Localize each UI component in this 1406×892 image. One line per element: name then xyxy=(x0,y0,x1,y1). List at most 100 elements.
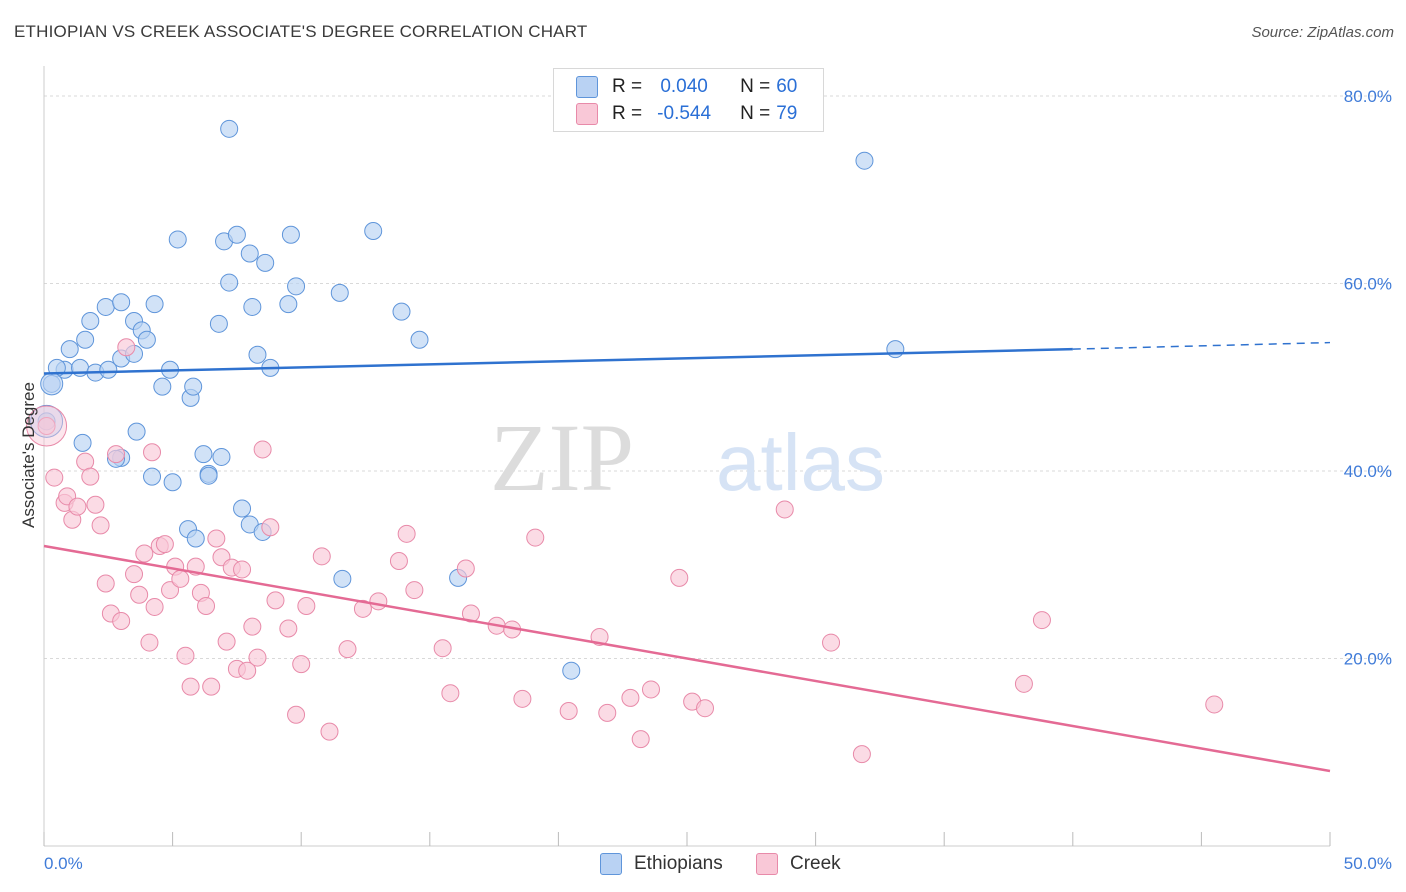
ethiopians-point xyxy=(81,312,100,330)
creek-point xyxy=(248,648,267,667)
trend-lines xyxy=(43,341,1331,773)
correlation-legend: R = 0.040 N = 60 R = -0.544 N = 79 xyxy=(553,68,824,132)
creek-point xyxy=(1032,611,1051,630)
creek-point xyxy=(338,640,357,659)
watermark-zip: ZIP xyxy=(490,404,634,511)
creek-point xyxy=(598,703,617,722)
ethiopians-point xyxy=(194,445,213,464)
ethiopians-point xyxy=(199,466,218,485)
creek-point xyxy=(233,560,252,579)
legend-n-label: N = xyxy=(740,76,771,97)
creek-point xyxy=(161,581,180,600)
creek-point xyxy=(253,440,272,459)
creek-point xyxy=(266,591,285,610)
ethiopians-point xyxy=(143,467,162,486)
ethiopians-point xyxy=(248,345,267,364)
creek-point xyxy=(526,528,545,547)
ethiopians-point xyxy=(243,297,262,316)
ethiopians-point xyxy=(73,433,92,452)
ethiopians-point xyxy=(153,377,172,396)
ethiopians-point xyxy=(76,330,95,349)
creek-point xyxy=(279,619,298,638)
creek-trend-line xyxy=(43,544,1331,773)
y-axis-label: Associate's Degree xyxy=(19,382,38,528)
ethiopians-point xyxy=(287,277,306,296)
creek-point xyxy=(1205,695,1224,714)
ethiopians-point xyxy=(410,330,429,349)
creek-point xyxy=(641,680,660,699)
axes xyxy=(43,66,1331,847)
legend-n-value: 79 xyxy=(776,103,798,124)
creek-point xyxy=(397,524,416,543)
series-ethiopians-points xyxy=(30,119,905,680)
ethiopians-point xyxy=(330,283,349,302)
series-creek-points xyxy=(26,338,1224,764)
creek-point xyxy=(68,497,87,516)
creek-point xyxy=(171,569,190,588)
ethiopians-point xyxy=(209,314,228,333)
y-tick-label: 40.0% xyxy=(1344,462,1392,481)
creek-point xyxy=(456,559,475,578)
ethiopians-point xyxy=(855,151,874,170)
tick-labels: 20.0% 40.0% 60.0% 80.0% 0.0% 50.0% xyxy=(44,87,1392,873)
legend-r-label: R = xyxy=(612,103,643,124)
creek-point xyxy=(441,684,460,703)
creek-point xyxy=(207,529,226,548)
ethiopians-point xyxy=(364,222,383,240)
creek-point xyxy=(822,633,841,652)
ethiopians-point xyxy=(256,253,275,272)
creek-point xyxy=(197,597,216,615)
ethiopians-point xyxy=(240,244,259,263)
ethiopians-trend-line xyxy=(43,347,1073,375)
legend-swatch-ethiopians xyxy=(576,76,598,98)
ethiopians-point xyxy=(227,225,246,244)
ethiopians-point xyxy=(112,293,131,312)
watermark-atlas: atlas xyxy=(716,418,885,507)
creek-point xyxy=(852,745,871,764)
creek-point xyxy=(176,646,195,665)
creek-point xyxy=(297,597,316,615)
creek-point xyxy=(107,445,126,464)
creek-point xyxy=(405,581,424,600)
legend-r-value: -0.544 xyxy=(657,103,712,124)
creek-point xyxy=(461,604,480,623)
creek-point xyxy=(217,632,236,651)
chart-title: ETHIOPIAN VS CREEK ASSOCIATE'S DEGREE CO… xyxy=(14,22,588,41)
creek-point xyxy=(670,568,689,587)
creek-point xyxy=(696,699,715,718)
x-tick-label: 50.0% xyxy=(1344,854,1392,873)
ethiopians-point xyxy=(212,447,231,466)
bottom-swatch-ethiopians xyxy=(600,853,622,875)
legend-n-value: 60 xyxy=(776,76,798,97)
ethiopians-point xyxy=(281,225,300,244)
ethiopians-point xyxy=(145,295,164,314)
creek-point xyxy=(91,516,110,535)
creek-point xyxy=(389,552,408,570)
creek-point xyxy=(1014,674,1033,693)
creek-point xyxy=(621,688,640,707)
creek-point xyxy=(86,495,105,514)
y-tick-label: 80.0% xyxy=(1344,87,1392,106)
creek-point xyxy=(775,500,794,519)
y-tick-label: 20.0% xyxy=(1344,650,1392,669)
creek-point xyxy=(261,518,280,537)
creek-point xyxy=(96,574,115,593)
creek-point xyxy=(125,565,144,584)
creek-point xyxy=(513,689,532,708)
creek-point xyxy=(320,722,339,741)
creek-point xyxy=(243,617,262,636)
creek-point xyxy=(312,547,331,566)
creek-point xyxy=(202,677,221,696)
creek-point xyxy=(155,535,174,554)
ethiopians-point xyxy=(333,569,352,588)
creek-point xyxy=(353,599,372,618)
ethiopians-point xyxy=(99,360,118,379)
bottom-legend-ethiopians: Ethiopians xyxy=(600,852,723,876)
creek-point xyxy=(181,677,200,696)
ethiopians-point xyxy=(392,302,411,321)
legend-row-creek: R = -0.544 N = 79 xyxy=(576,102,797,126)
creek-point xyxy=(37,417,56,435)
creek-point xyxy=(238,661,257,680)
bottom-legend-label: Ethiopians xyxy=(634,853,723,874)
